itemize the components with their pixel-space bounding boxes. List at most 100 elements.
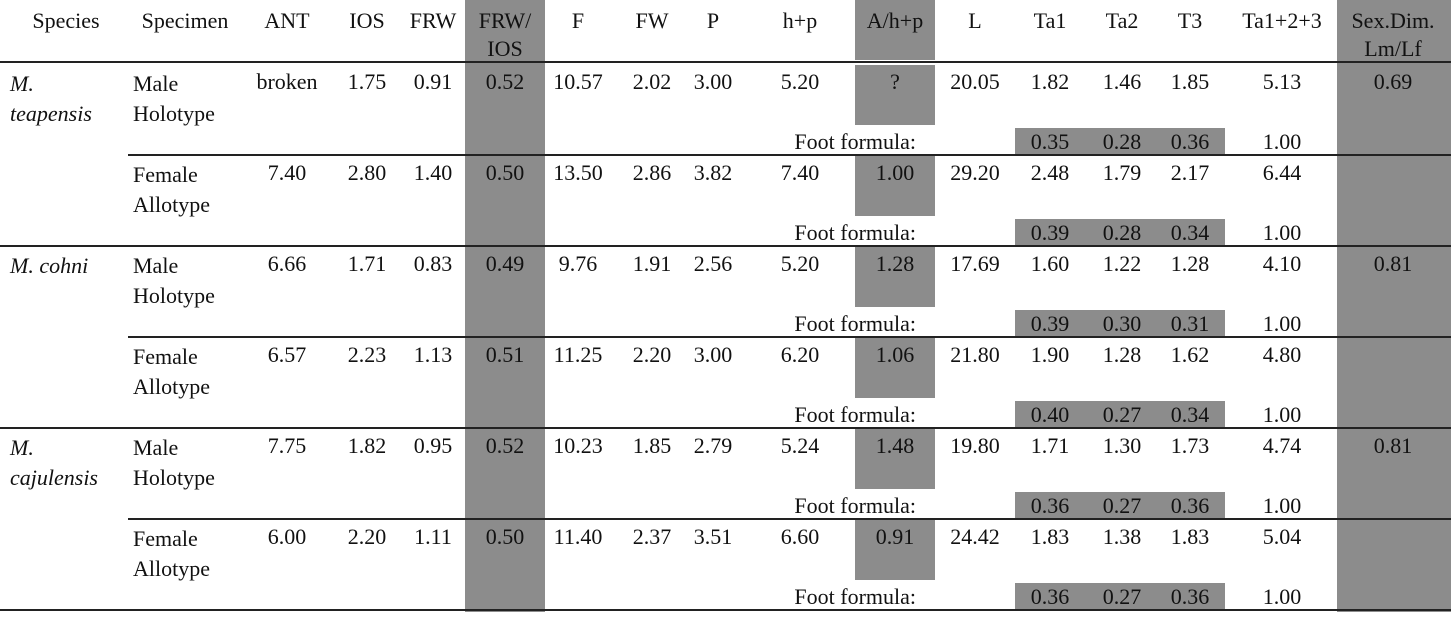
foot-value: 0.31 <box>1170 311 1210 336</box>
rule <box>128 518 1451 520</box>
column-header: L <box>968 8 982 33</box>
cell-value: 1.28 <box>875 251 915 276</box>
cell-value: 3.51 <box>693 524 733 549</box>
sex-dim: 0.69 <box>1373 69 1413 94</box>
shade-column <box>1337 0 1451 612</box>
cell-value: 11.40 <box>553 524 603 549</box>
cell-value: 5.24 <box>780 433 820 458</box>
foot-label: Foot formula: <box>794 402 916 427</box>
column-header: Ta1 <box>1033 8 1067 33</box>
cell-value: 19.80 <box>950 433 1000 458</box>
cell-value: 1.90 <box>1030 342 1070 367</box>
cell-value: 1.28 <box>1170 251 1210 276</box>
cell-value: 4.74 <box>1262 433 1302 458</box>
cell-value: 1.30 <box>1102 433 1142 458</box>
cell-value: 0.52 <box>485 69 525 94</box>
cell-value: 0.51 <box>485 342 525 367</box>
foot-value: 1.00 <box>1262 584 1302 609</box>
cell-value: 1.82 <box>1030 69 1070 94</box>
rule <box>128 154 1451 156</box>
cell-value: 10.57 <box>553 69 603 94</box>
cell-value: 21.80 <box>950 342 1000 367</box>
cell-value: 3.00 <box>693 69 733 94</box>
column-header: Sex.Dim. <box>1351 8 1435 33</box>
rule <box>0 245 1451 247</box>
cell-value: 2.02 <box>632 69 672 94</box>
cell-value: 1.85 <box>1170 69 1210 94</box>
cell-value: 17.69 <box>950 251 1000 276</box>
shade-cell <box>855 520 935 580</box>
foot-label: Foot formula: <box>794 311 916 336</box>
cell-value: 20.05 <box>950 69 1000 94</box>
cell-value: 2.56 <box>693 251 733 276</box>
cell-value: 5.13 <box>1262 69 1302 94</box>
column-header: Ta1+2+3 <box>1242 8 1322 33</box>
column-header: A/h+p <box>866 8 924 33</box>
foot-value: 0.36 <box>1170 584 1210 609</box>
cell-value: 1.00 <box>875 160 915 185</box>
cell-value: 1.48 <box>875 433 915 458</box>
column-header: Ta2 <box>1105 8 1139 33</box>
sex-dim: 0.81 <box>1373 433 1413 458</box>
sex-dim: 0.81 <box>1373 251 1413 276</box>
cell-value: 0.52 <box>485 433 525 458</box>
cell-value: 1.91 <box>632 251 672 276</box>
shade-cell <box>855 65 935 125</box>
cell-value: 1.60 <box>1030 251 1070 276</box>
column-header: Species <box>32 8 100 33</box>
column-header: FRW/ <box>478 8 532 33</box>
shade-header <box>855 0 935 60</box>
cell-value: 9.76 <box>558 251 598 276</box>
cell-value: 0.95 <box>413 433 453 458</box>
specimen: Female Allotype <box>133 344 210 399</box>
cell-value: 1.11 <box>414 524 452 549</box>
cell-value: 2.86 <box>632 160 672 185</box>
foot-label: Foot formula: <box>794 129 916 154</box>
species: M. teapensis <box>10 71 92 126</box>
foot-value: 0.34 <box>1170 220 1210 245</box>
foot-label: Foot formula: <box>794 220 916 245</box>
foot-value: 1.00 <box>1262 493 1302 518</box>
foot-value: 1.00 <box>1262 402 1302 427</box>
cell-value: 1.13 <box>413 342 453 367</box>
cell-value: 13.50 <box>553 160 603 185</box>
rule <box>0 609 1451 611</box>
shade-cell <box>1015 401 1225 427</box>
column-header: h+p <box>782 8 818 33</box>
foot-value: 0.27 <box>1102 402 1142 427</box>
column-header: Lm/Lf <box>1364 36 1422 61</box>
foot-label: Foot formula: <box>794 584 916 609</box>
shade-cell <box>855 338 935 398</box>
cell-value: 2.17 <box>1170 160 1210 185</box>
column-header: ANT <box>264 8 310 33</box>
cell-value: 3.00 <box>693 342 733 367</box>
foot-value: 0.27 <box>1102 493 1142 518</box>
cell-value: 11.25 <box>553 342 603 367</box>
shade-cell <box>855 156 935 216</box>
cell-value: 6.00 <box>267 524 307 549</box>
column-header: IOS <box>349 8 385 33</box>
foot-value: 0.39 <box>1030 220 1070 245</box>
specimen: Female Allotype <box>133 526 210 581</box>
cell-value: 5.20 <box>780 69 820 94</box>
cell-value: 1.83 <box>1030 524 1070 549</box>
cell-value: 0.91 <box>413 69 453 94</box>
cell-value: 1.83 <box>1170 524 1210 549</box>
column-header: F <box>571 8 585 33</box>
cell-value: 0.50 <box>485 524 525 549</box>
foot-value: 1.00 <box>1262 220 1302 245</box>
shade-cell <box>1015 310 1225 336</box>
foot-value: 0.30 <box>1102 311 1142 336</box>
foot-value: 0.39 <box>1030 311 1070 336</box>
cell-value: 1.62 <box>1170 342 1210 367</box>
cell-value: 1.28 <box>1102 342 1142 367</box>
cell-value: 6.66 <box>267 251 307 276</box>
cell-value: 2.20 <box>347 524 387 549</box>
foot-value: 1.00 <box>1262 311 1302 336</box>
cell-value: 4.80 <box>1262 342 1302 367</box>
column-header: P <box>706 8 720 33</box>
specimen: Male Holotype <box>133 253 215 308</box>
cell-value: 0.50 <box>485 160 525 185</box>
shade-cell <box>1015 492 1225 518</box>
